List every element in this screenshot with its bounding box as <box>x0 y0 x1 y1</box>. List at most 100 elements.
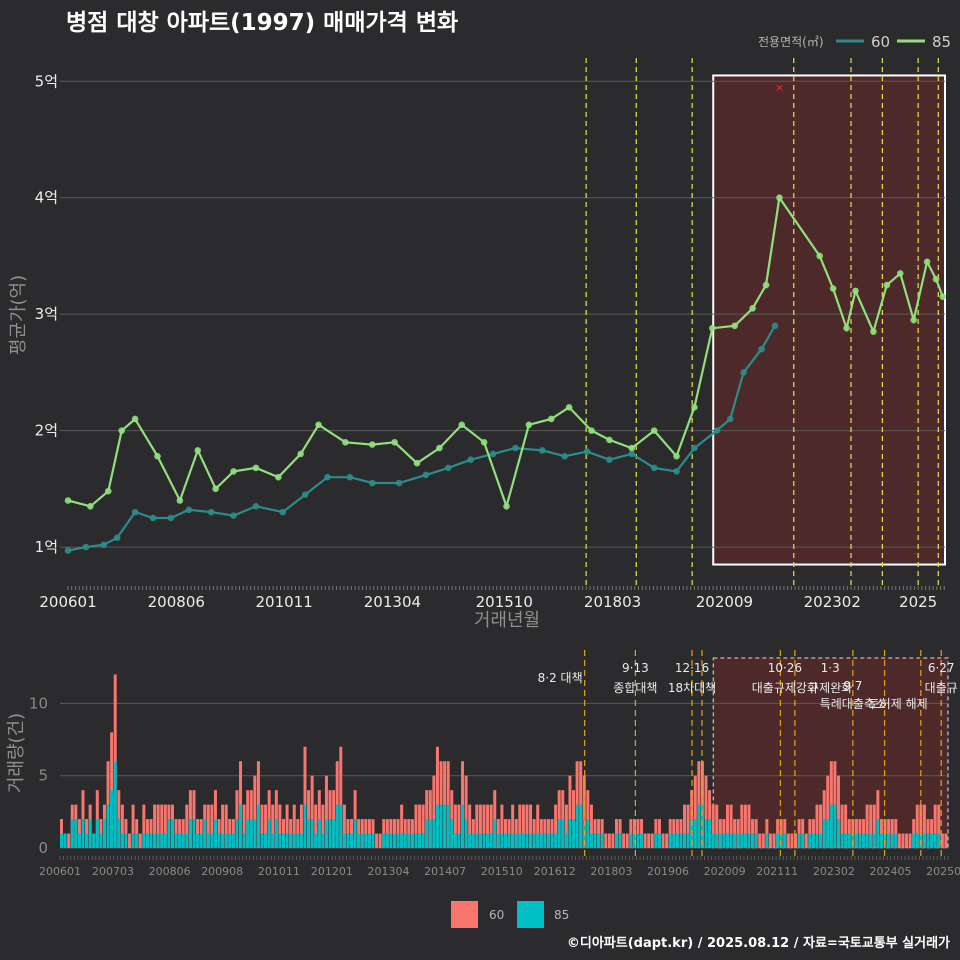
volume-bar-85 <box>246 819 250 848</box>
bottom-legend-label-85: 85 <box>554 908 569 922</box>
volume-bar-60 <box>468 804 472 848</box>
volume-bar-85 <box>801 833 805 848</box>
volume-bar-85 <box>260 833 264 848</box>
volume-bar-85 <box>550 833 554 848</box>
volume-bar-85 <box>196 833 200 848</box>
volume-bar-85 <box>912 833 916 848</box>
volume-bar-60 <box>711 804 715 848</box>
volume-bar-60 <box>453 804 457 848</box>
volume-bar-60 <box>375 833 379 848</box>
legend-label-60: 60 <box>871 33 890 51</box>
volume-y-axis-title: 거래량(건) <box>6 713 27 793</box>
volume-bar-85 <box>597 833 601 848</box>
volume-bar-85 <box>478 833 482 848</box>
volume-bar-60 <box>489 804 493 848</box>
volume-bar-60 <box>772 833 776 848</box>
volume-bar-85 <box>708 819 712 848</box>
data-point-60 <box>771 322 779 330</box>
volume-bar-60 <box>650 833 654 848</box>
volume-bar-85 <box>389 833 393 848</box>
volume-bar-85 <box>493 819 497 848</box>
data-point-60 <box>149 514 157 522</box>
data-point-85 <box>565 404 573 411</box>
volume-bar-60 <box>622 833 626 848</box>
volume-x-tick-label: 201612 <box>534 865 576 878</box>
volume-bar-85 <box>471 833 475 848</box>
x-tick-label: 2025 <box>899 593 937 611</box>
volume-bar-85 <box>156 833 160 848</box>
volume-bar-85 <box>819 833 823 848</box>
volume-bar-85 <box>106 804 110 848</box>
data-point-85 <box>870 328 877 335</box>
volume-bar-85 <box>77 833 81 848</box>
volume-bar-60 <box>435 746 439 848</box>
volume-bar-85 <box>199 833 203 848</box>
data-point-85 <box>910 316 917 324</box>
volume-x-tick-label: 201803 <box>590 865 632 878</box>
data-point-85 <box>64 497 72 504</box>
volume-bar-60 <box>554 804 558 848</box>
volume-bar-85 <box>81 819 85 848</box>
x-tick-label: 201011 <box>255 593 312 611</box>
data-point-85 <box>650 427 658 434</box>
data-point-85 <box>606 436 613 444</box>
volume-bar-85 <box>321 833 325 848</box>
data-point-85 <box>816 252 824 260</box>
volume-y-tick-label: 10 <box>29 694 48 712</box>
volume-bar-85 <box>829 804 833 848</box>
outlier-mark: × <box>775 81 784 94</box>
volume-bar-85 <box>636 833 640 848</box>
volume-bar-85 <box>145 833 149 848</box>
volume-bar-85 <box>210 833 214 848</box>
data-point-85 <box>118 427 125 434</box>
volume-bar-85 <box>779 833 783 848</box>
volume-bar-85 <box>414 833 418 848</box>
volume-bar-85 <box>88 819 92 848</box>
policy-annotation-label: 종합대책 <box>613 680 657 695</box>
data-point-60 <box>131 508 139 516</box>
volume-bar-60 <box>278 804 282 848</box>
x-tick-label: 202302 <box>804 593 861 611</box>
volume-bar-60 <box>761 833 765 848</box>
volume-bar-85 <box>546 833 550 848</box>
volume-bar-60 <box>665 833 669 848</box>
data-point-60 <box>185 506 193 514</box>
volume-bar-60 <box>185 804 189 848</box>
data-point-60 <box>538 447 546 454</box>
volume-bar-60 <box>758 833 762 848</box>
data-point-60 <box>628 450 636 458</box>
volume-bar-60 <box>310 775 314 848</box>
volume-bar-85 <box>70 819 74 848</box>
data-point-85 <box>212 485 219 493</box>
volume-bar-85 <box>242 833 246 848</box>
volume-bar-60 <box>457 804 461 848</box>
volume-bar-85 <box>844 833 848 848</box>
volume-bar-60 <box>715 804 719 848</box>
data-point-85 <box>939 293 947 301</box>
volume-bar-85 <box>192 819 196 848</box>
policy-annotation-label: 대출규 <box>925 681 958 695</box>
volume-bar-85 <box>385 833 389 848</box>
policy-annotation-date: 1·3 <box>821 661 840 675</box>
data-point-85 <box>628 444 636 452</box>
volume-bar-85 <box>557 819 561 848</box>
volume-bar-60 <box>518 804 522 848</box>
volume-bar-85 <box>797 833 801 848</box>
volume-bar-85 <box>178 833 182 848</box>
data-point-85 <box>458 421 466 429</box>
volume-bar-85 <box>747 833 751 848</box>
volume-bar-85 <box>382 833 386 848</box>
volume-bar-85 <box>360 833 364 848</box>
volume-x-tick-label: 201011 <box>258 865 300 878</box>
volume-bar-60 <box>661 833 665 848</box>
data-point-85 <box>275 473 282 481</box>
volume-x-tick-label: 200601 <box>39 865 81 878</box>
volume-bar-85 <box>722 833 726 848</box>
volume-bar-85 <box>110 790 114 848</box>
volume-bar-60 <box>564 804 568 848</box>
data-point-85 <box>480 438 488 446</box>
volume-bar-60 <box>729 804 733 848</box>
volume-bar-60 <box>432 775 436 848</box>
volume-bar-85 <box>292 833 296 848</box>
volume-bar-85 <box>435 804 439 848</box>
